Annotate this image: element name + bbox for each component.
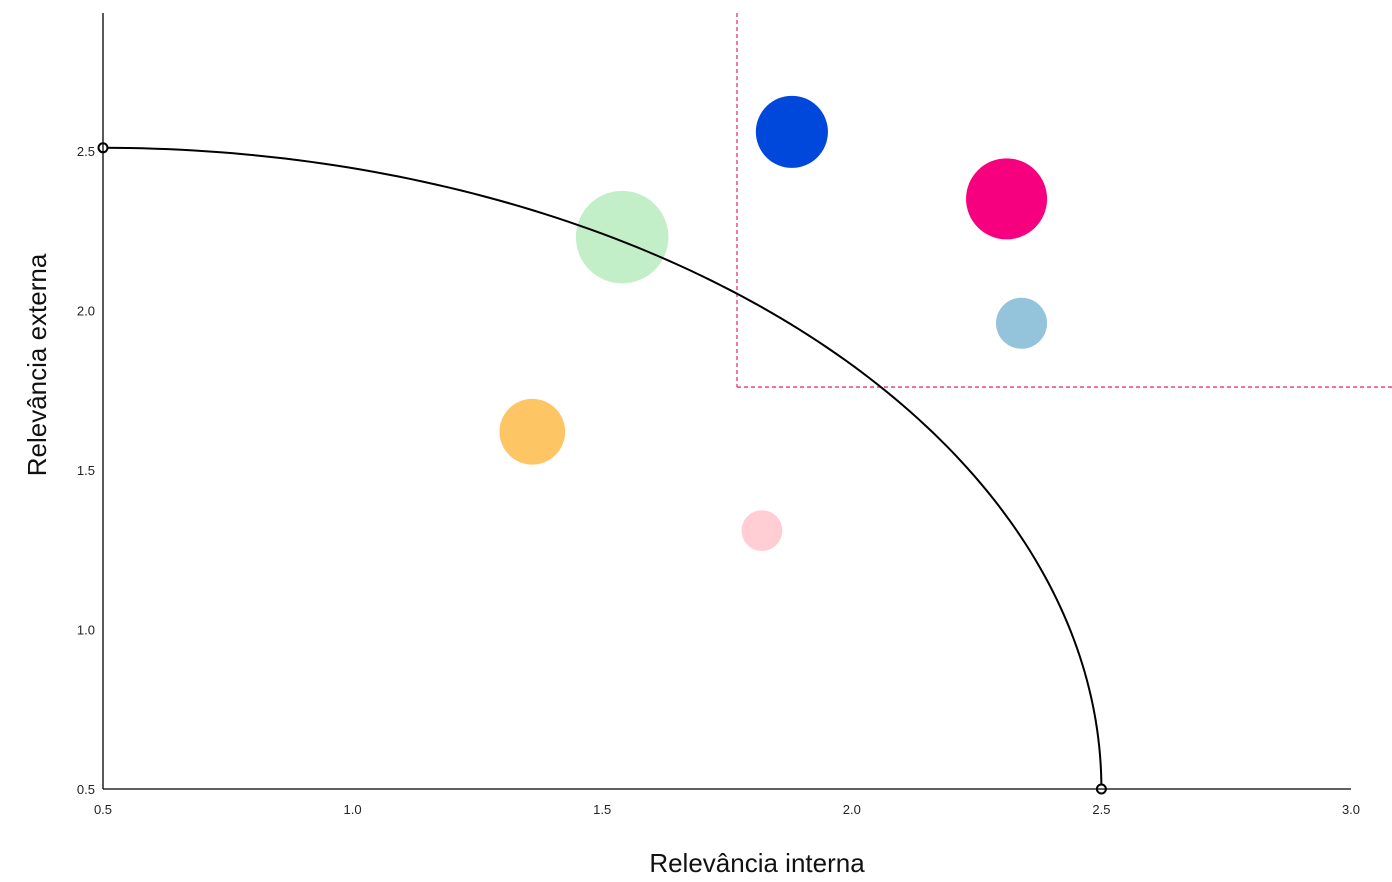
- axes-layer: [102, 13, 1351, 790]
- x-axis-title: Relevância interna: [649, 848, 865, 878]
- threshold-layer: [736, 13, 1392, 388]
- y-tick-label: 1.5: [77, 463, 95, 478]
- y-tick-label: 0.5: [77, 782, 95, 797]
- bubbles-layer: [499, 95, 1048, 552]
- x-tick-label: 2.5: [1092, 802, 1110, 817]
- y-tick-label: 2.5: [77, 144, 95, 159]
- bubble-2: [755, 95, 828, 168]
- x-tick-label: 1.0: [344, 802, 362, 817]
- y-tick-label: 1.0: [77, 623, 95, 638]
- bubble-3: [966, 158, 1048, 240]
- y-tick-label: 2.0: [77, 304, 95, 319]
- bubble-1: [575, 190, 669, 284]
- x-tick-label: 3.0: [1342, 802, 1360, 817]
- x-tick-label: 1.5: [593, 802, 611, 817]
- bubble-4: [996, 297, 1048, 349]
- x-tick-label: 2.0: [843, 802, 861, 817]
- frontier-curve: [102, 146, 1103, 790]
- x-tick-label: 0.5: [94, 802, 112, 817]
- bubble-6: [741, 510, 783, 552]
- y-axis-title: Relevância externa: [22, 253, 52, 476]
- bubble-5: [499, 398, 566, 465]
- x-tick-labels: 0.5 1.0 1.5 2.0 2.5 3.0: [94, 802, 1360, 817]
- y-tick-labels: 0.5 1.0 1.5 2.0 2.5: [77, 144, 95, 797]
